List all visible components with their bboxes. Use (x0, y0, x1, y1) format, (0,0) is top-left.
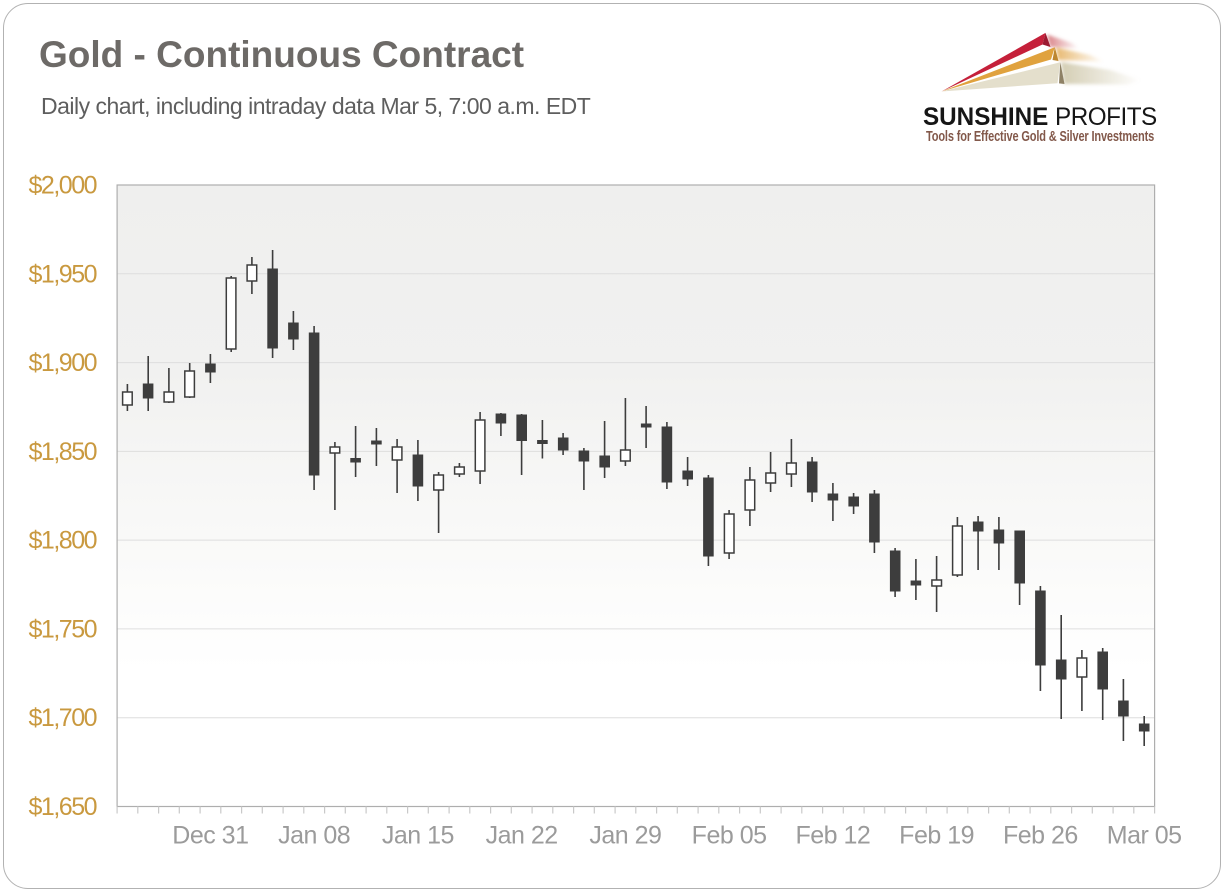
svg-text:$1,700: $1,700 (29, 704, 97, 732)
svg-text:$1,900: $1,900 (29, 349, 97, 377)
svg-text:$1,650: $1,650 (29, 793, 97, 821)
svg-text:Feb 12: Feb 12 (795, 821, 870, 849)
svg-text:Feb 26: Feb 26 (1003, 821, 1078, 849)
svg-text:$1,800: $1,800 (29, 527, 97, 555)
svg-text:$1,850: $1,850 (29, 438, 97, 466)
svg-text:$1,750: $1,750 (29, 615, 97, 643)
svg-text:Feb 05: Feb 05 (692, 821, 767, 849)
svg-text:$2,000: $2,000 (29, 172, 97, 200)
svg-text:Jan 22: Jan 22 (486, 821, 558, 849)
svg-text:Jan 29: Jan 29 (589, 821, 661, 849)
svg-text:Jan 15: Jan 15 (382, 821, 454, 849)
svg-text:Mar 05: Mar 05 (1107, 821, 1182, 849)
svg-text:$1,950: $1,950 (29, 260, 97, 288)
svg-text:Jan 08: Jan 08 (278, 821, 350, 849)
svg-text:Dec 31: Dec 31 (172, 821, 248, 849)
svg-text:Feb 19: Feb 19 (899, 821, 974, 849)
